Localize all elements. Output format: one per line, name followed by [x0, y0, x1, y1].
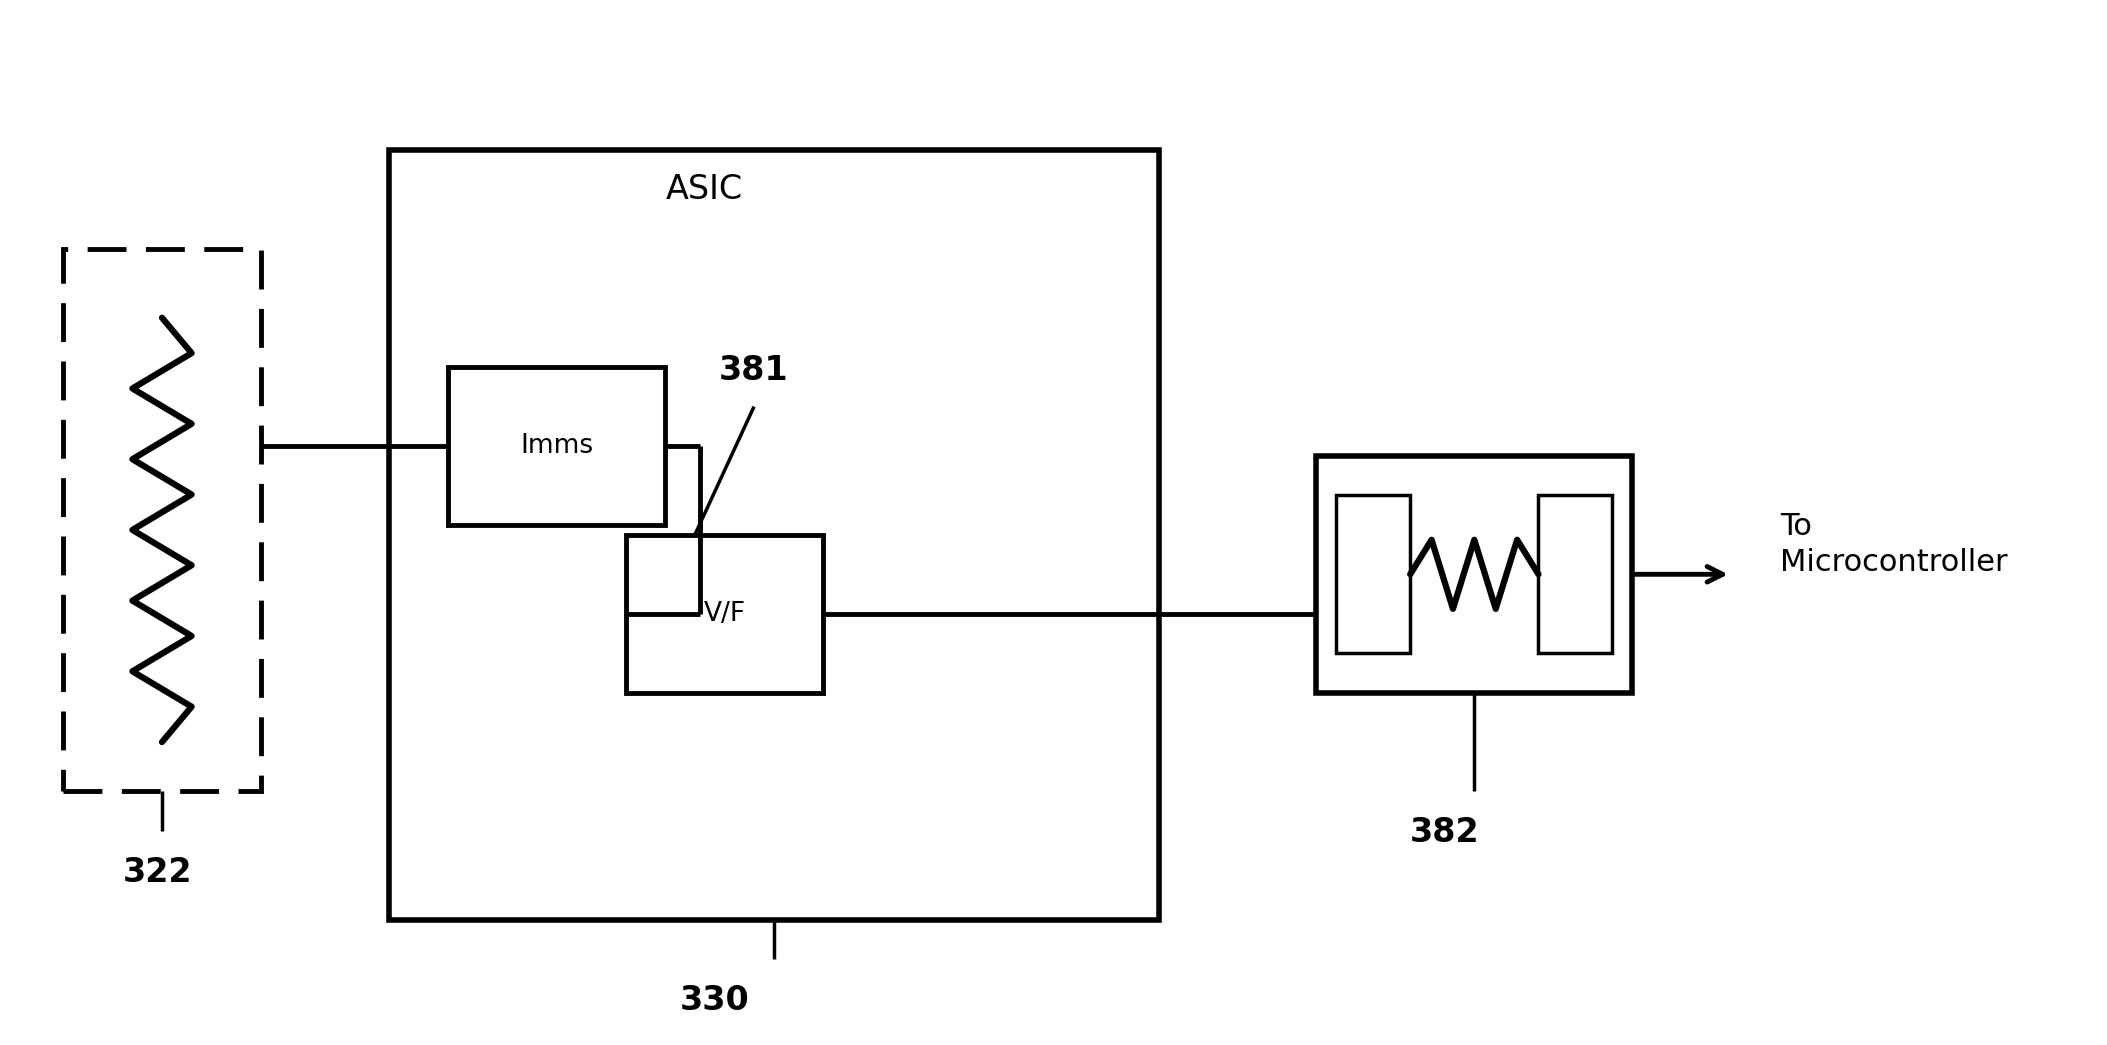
Text: Imms: Imms	[520, 433, 594, 459]
Text: ASIC: ASIC	[666, 173, 744, 206]
Text: 330: 330	[681, 983, 750, 1017]
Text: V/F: V/F	[704, 601, 746, 627]
Bar	[1538, 495, 1612, 653]
Bar	[626, 535, 824, 693]
Bar	[1317, 456, 1633, 693]
Text: To
Microcontroller: To Microcontroller	[1780, 512, 2008, 577]
Text: 381: 381	[718, 354, 788, 387]
Bar	[390, 150, 1159, 920]
Text: 322: 322	[122, 856, 192, 888]
Bar	[63, 249, 261, 791]
Bar	[449, 367, 666, 525]
Bar	[1336, 495, 1410, 653]
Text: 382: 382	[1410, 816, 1479, 849]
